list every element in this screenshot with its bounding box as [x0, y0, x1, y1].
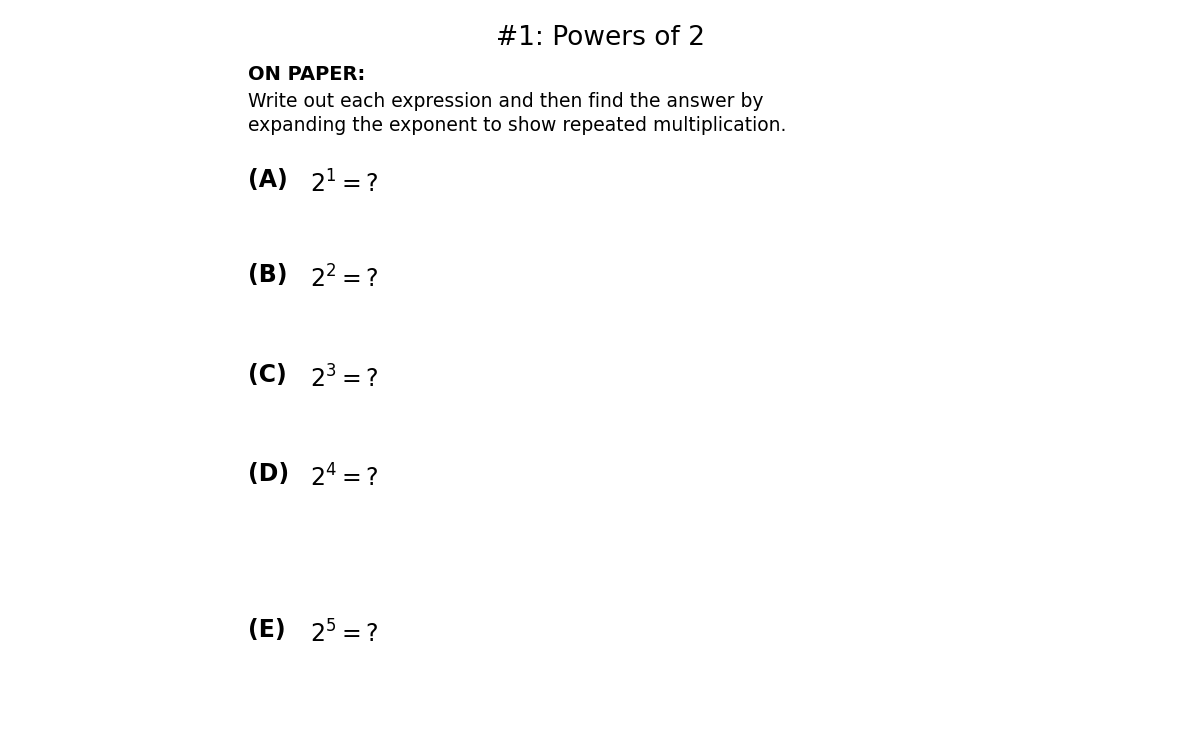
Text: ON PAPER:: ON PAPER:	[248, 65, 365, 84]
Text: $2^{2} = ?$: $2^{2} = ?$	[310, 265, 378, 292]
Text: #1: Powers of 2: #1: Powers of 2	[496, 25, 704, 51]
Text: (C): (C)	[248, 363, 287, 387]
Text: (B): (B)	[248, 263, 288, 287]
Text: (D): (D)	[248, 462, 289, 486]
Text: Write out each expression and then find the answer by: Write out each expression and then find …	[248, 92, 763, 111]
Text: (A): (A)	[248, 168, 288, 192]
Text: $2^{3} = ?$: $2^{3} = ?$	[310, 365, 378, 392]
Text: (E): (E)	[248, 618, 286, 642]
Text: $2^{4} = ?$: $2^{4} = ?$	[310, 464, 378, 491]
Text: $2^{5} = ?$: $2^{5} = ?$	[310, 620, 378, 647]
Text: expanding the exponent to show repeated multiplication.: expanding the exponent to show repeated …	[248, 116, 786, 135]
Text: $2^{1} = ?$: $2^{1} = ?$	[310, 170, 378, 197]
